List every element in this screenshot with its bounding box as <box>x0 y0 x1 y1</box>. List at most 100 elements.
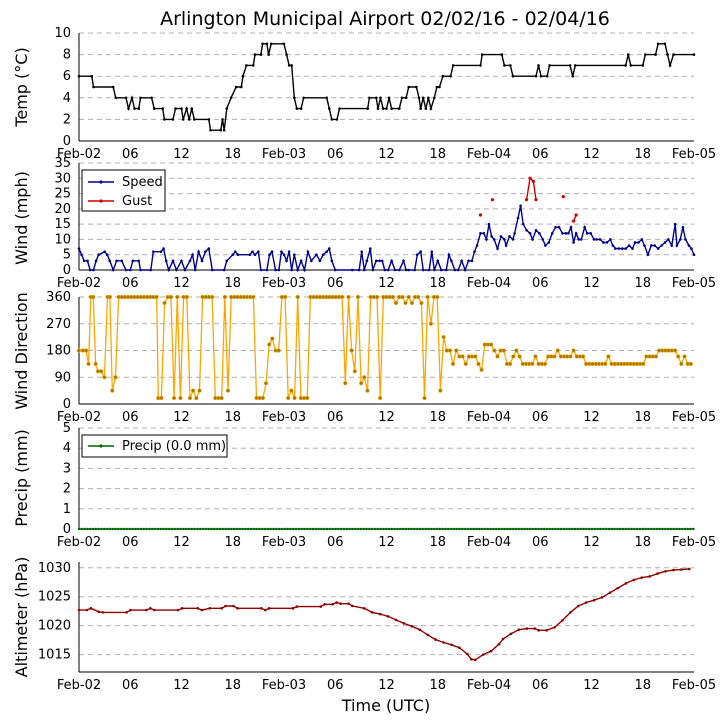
altimeter-point <box>259 607 263 610</box>
altimeter-point <box>208 607 212 610</box>
precip-point <box>497 527 501 531</box>
altimeter-point <box>664 569 667 573</box>
speed-point <box>492 238 496 241</box>
speed-point <box>371 268 375 272</box>
speed-point <box>200 259 204 263</box>
direction-point <box>450 361 456 366</box>
precip-point <box>170 527 174 531</box>
temp-point <box>239 85 243 89</box>
precip-point <box>249 527 253 531</box>
direction-point <box>282 294 288 300</box>
precip-point <box>269 527 272 531</box>
speed-point <box>251 250 254 253</box>
precip-point <box>607 527 611 531</box>
precip-point <box>207 527 210 531</box>
speed-point <box>487 222 491 226</box>
speed-point <box>554 225 557 229</box>
precip-point <box>590 527 594 531</box>
speed-point <box>531 238 534 241</box>
precip-point <box>210 527 213 531</box>
altimeter-point <box>537 629 540 632</box>
precip-point <box>644 527 647 531</box>
x-tick-label: 06 <box>532 535 549 550</box>
direction-point <box>162 300 167 306</box>
altimeter-point <box>220 607 223 610</box>
speed-point <box>287 250 291 253</box>
speed-point <box>188 259 192 263</box>
speed-point <box>380 259 384 263</box>
precip-point <box>224 527 227 531</box>
temp-point <box>417 96 421 100</box>
precip-point <box>331 527 334 531</box>
altimeter-point <box>176 608 180 612</box>
precip-point <box>430 527 433 531</box>
precip-point <box>120 527 123 531</box>
speed-point <box>475 244 479 247</box>
temp-point <box>480 53 484 56</box>
speed-point <box>561 232 564 235</box>
altimeter-point <box>600 596 604 599</box>
precip-point <box>148 527 151 531</box>
speed-point <box>171 259 175 263</box>
precip-point <box>277 527 281 531</box>
temp-point <box>568 64 572 67</box>
y-tick-label: 0 <box>63 134 71 149</box>
precip-point <box>263 527 267 531</box>
precip-point <box>407 527 410 531</box>
precip-legend: Precip (0.0 mm) <box>81 434 228 458</box>
altimeter-point <box>672 568 675 572</box>
speed-point <box>82 259 86 263</box>
legend-label: Gust <box>122 194 152 209</box>
speed-point <box>504 244 508 247</box>
precip-point <box>559 527 563 531</box>
precip-point <box>306 527 309 531</box>
direction-point <box>676 354 681 359</box>
altimeter-point <box>291 607 295 610</box>
speed-point <box>368 247 372 250</box>
precip-point <box>686 527 690 531</box>
temp-point <box>327 107 331 110</box>
temp-point <box>626 53 630 56</box>
temp-point <box>152 107 156 110</box>
precip-point <box>252 527 255 531</box>
speed-point <box>430 250 434 253</box>
precip-point <box>444 527 447 531</box>
temp-point <box>225 107 229 110</box>
x-tick-label: Feb-04 <box>467 535 511 550</box>
x-tick-label: 18 <box>429 535 446 550</box>
precip-point <box>215 527 219 531</box>
temp-point <box>251 64 255 67</box>
direction-point <box>365 388 370 393</box>
precip-point <box>244 527 247 531</box>
precip-point <box>370 527 374 531</box>
gust-point <box>574 213 578 217</box>
precip-point <box>80 527 84 531</box>
precip-point <box>585 527 588 531</box>
y-tick-label: 0 <box>63 263 71 278</box>
temp-point <box>130 96 134 100</box>
speed-point <box>614 247 617 250</box>
x-tick-label: 12 <box>378 678 395 693</box>
y-tick-label: 0 <box>63 397 71 412</box>
speed-point <box>351 268 354 272</box>
precip-point <box>317 527 320 531</box>
temp-point <box>163 118 166 121</box>
speed-point <box>333 268 337 272</box>
direction-point <box>438 388 443 393</box>
precip-point <box>624 527 628 531</box>
speed-point <box>646 253 650 257</box>
temp-point <box>161 107 165 110</box>
x-tick-label: Feb-04 <box>467 678 511 693</box>
speed-point <box>579 238 583 241</box>
precip-point <box>266 527 270 531</box>
precip-point <box>681 527 684 531</box>
temp-point <box>299 107 303 110</box>
y-tick-label: 270 <box>46 317 71 332</box>
gust-point <box>561 195 565 199</box>
speed-point <box>679 238 682 241</box>
direction-point <box>343 381 348 386</box>
x-tick-label: 06 <box>532 276 549 291</box>
speed-point <box>673 222 677 226</box>
direction-point <box>187 395 193 401</box>
